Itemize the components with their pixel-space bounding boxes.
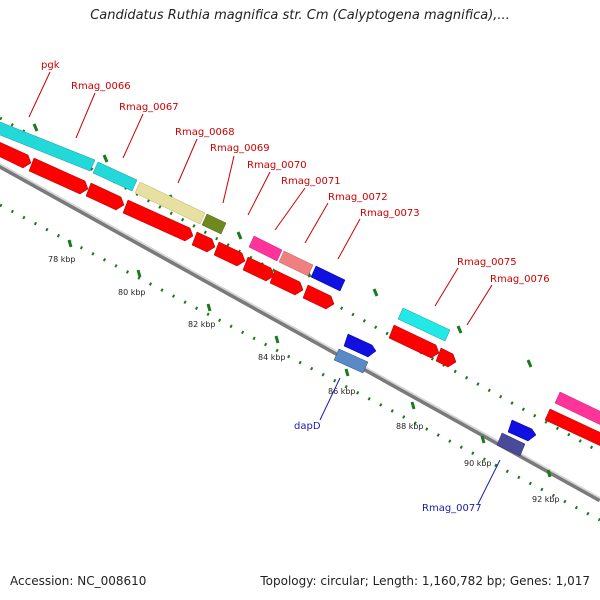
feature-pgk[interactable]: [0, 120, 96, 172]
feature-rmag-0071[interactable]: [278, 250, 314, 277]
reverse-features[interactable]: [333, 333, 537, 457]
gene-label-rmag-0068[interactable]: Rmag_0068: [175, 127, 235, 138]
accession-text: Accession: NC_008610: [10, 574, 147, 588]
tick-label-84: 84 kbp: [258, 353, 286, 362]
cds-arrow[interactable]: [122, 199, 194, 242]
feature-rmag-0070[interactable]: [248, 235, 283, 262]
feature-track-outer[interactable]: [0, 120, 600, 427]
cds-arrow[interactable]: [0, 140, 32, 169]
gene-label-rmag-0076[interactable]: Rmag_0076: [490, 274, 550, 285]
gene-label-rmag-0072[interactable]: Rmag_0072: [328, 192, 388, 203]
feature-rmag-0068[interactable]: [201, 213, 227, 235]
cds-arrow[interactable]: [544, 408, 600, 448]
feature-rmag-0067[interactable]: [134, 181, 206, 225]
cds-arrow[interactable]: [435, 347, 457, 368]
cds-arrow[interactable]: [269, 269, 304, 296]
feature-blue-arrow[interactable]: [343, 333, 377, 358]
cds-arrow[interactable]: [213, 241, 246, 267]
tick-label-90: 90 kbp: [464, 459, 492, 468]
gene-label-rmag-0070[interactable]: Rmag_0070: [247, 160, 307, 171]
gene-label-rmag-0075[interactable]: Rmag_0075: [457, 257, 517, 268]
inner-dotted-track: [0, 203, 600, 522]
feature-dapD[interactable]: [333, 348, 369, 374]
backbone: [0, 163, 600, 503]
outer-dotted-track: [0, 116, 600, 454]
feature-rmag-0072[interactable]: [310, 265, 346, 292]
tick-label-86: 86 kbp: [328, 387, 356, 396]
tick-label-82: 82 kbp: [188, 320, 216, 329]
feature-rmag-0077[interactable]: [496, 432, 526, 457]
tick-label-88: 88 kbp: [396, 422, 424, 431]
cds-arrow[interactable]: [302, 284, 335, 310]
cds-arrow[interactable]: [388, 324, 440, 359]
feature-edge-pink[interactable]: [554, 391, 600, 427]
tick-label-92: 92 kbp: [532, 495, 560, 504]
gene-label-rmag-0077[interactable]: Rmag_0077: [422, 503, 482, 514]
cds-track[interactable]: [0, 140, 600, 448]
gene-label-rmag-0071[interactable]: Rmag_0071: [281, 176, 341, 187]
gene-label-dapD[interactable]: dapD: [294, 421, 321, 432]
gene-label-rmag-0069[interactable]: Rmag_0069: [210, 143, 270, 154]
gene-label-rmag-0067[interactable]: Rmag_0067: [119, 102, 179, 113]
cds-arrow[interactable]: [85, 182, 125, 211]
map-title: Candidatus Ruthia magnifica str. Cm (Cal…: [90, 8, 510, 23]
cds-arrow[interactable]: [28, 157, 89, 195]
tick-label-78: 78 kbp: [48, 255, 76, 264]
feature-blue-arrow-2[interactable]: [507, 419, 537, 442]
cds-arrow[interactable]: [242, 256, 275, 282]
cds-arrow[interactable]: [191, 231, 216, 253]
label-leaders-red: [28, 71, 493, 326]
gene-label-pgk[interactable]: pgk: [41, 60, 60, 71]
tick-label-80: 80 kbp: [118, 288, 146, 297]
label-leaders-blue: [319, 377, 501, 505]
topology-text: Topology: circular; Length: 1,160,782 bp…: [260, 574, 590, 588]
gene-label-rmag-0066[interactable]: Rmag_0066: [71, 81, 131, 92]
gene-label-rmag-0073[interactable]: Rmag_0073: [360, 208, 420, 219]
feature-rmag-0075[interactable]: [397, 307, 451, 342]
inner-tick-marks: [67, 239, 552, 478]
feature-rmag-0066[interactable]: [92, 161, 138, 192]
